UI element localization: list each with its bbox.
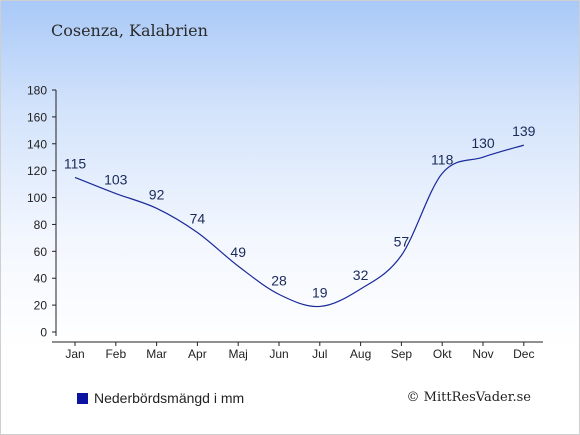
- x-tick-label: Nov: [472, 347, 493, 361]
- data-label: 139: [512, 123, 536, 139]
- copyright-text: © MittResVader.se: [406, 390, 531, 405]
- y-tick-label: 180: [27, 84, 47, 98]
- x-tick-label: Dec: [513, 347, 534, 361]
- y-tick-label: 120: [27, 164, 47, 178]
- y-tick-label: 80: [34, 218, 48, 232]
- data-label: 115: [64, 155, 87, 171]
- x-tick-label: Jan: [65, 347, 84, 361]
- x-tick-label: Feb: [105, 347, 126, 361]
- legend-label: Nederbördsmängd i mm: [94, 390, 245, 406]
- data-label: 74: [190, 211, 206, 227]
- y-tick-label: 140: [27, 137, 47, 151]
- data-label: 57: [394, 233, 410, 249]
- y-tick-label: 40: [34, 272, 48, 286]
- x-tick-label: Mar: [146, 347, 167, 361]
- y-tick-label: 0: [40, 326, 47, 340]
- data-label: 118: [431, 151, 454, 167]
- x-tick-label: Aug: [350, 347, 371, 361]
- x-tick-label: Jul: [312, 347, 327, 361]
- x-tick-label: Jun: [269, 347, 288, 361]
- y-tick-label: 60: [34, 245, 48, 259]
- y-tick-label: 20: [34, 299, 48, 313]
- data-label: 130: [471, 135, 495, 151]
- y-tick-label: 100: [27, 191, 47, 205]
- data-label: 92: [149, 186, 165, 202]
- data-label: 103: [104, 172, 128, 188]
- data-label: 32: [353, 267, 369, 283]
- x-tick-label: Okt: [433, 347, 452, 361]
- data-label: 19: [312, 284, 328, 300]
- legend-swatch: [77, 392, 88, 404]
- data-label: 28: [271, 272, 287, 288]
- x-tick-label: Sep: [391, 347, 413, 361]
- data-label: 49: [230, 244, 246, 260]
- series-line: [74, 144, 524, 308]
- x-tick-label: Maj: [229, 347, 248, 361]
- x-tick-label: Apr: [188, 347, 207, 361]
- y-tick-label: 160: [27, 110, 47, 124]
- chart-title: Cosenza, Kalabrien: [51, 21, 208, 40]
- legend: Nederbördsmängd i mm: [77, 390, 244, 406]
